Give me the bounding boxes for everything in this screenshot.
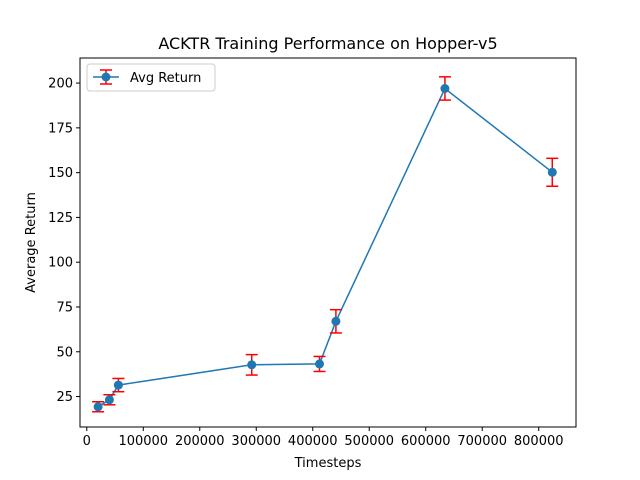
- legend-marker: [93, 69, 119, 85]
- legend-point: [101, 72, 111, 82]
- data-point: [93, 402, 103, 412]
- x-tick-label: 100000: [118, 434, 168, 449]
- x-tick-label: 0: [83, 434, 91, 449]
- series-line: [97, 87, 553, 408]
- data-point: [104, 395, 114, 405]
- y-tick-label: 25: [56, 390, 73, 405]
- chart-title: ACKTR Training Performance on Hopper-v5: [158, 34, 497, 53]
- y-axis-ticks: 25 50 75 100 125 150 175 200: [48, 77, 80, 405]
- x-tick-label: 400000: [288, 434, 338, 449]
- plot-area: [92, 76, 559, 413]
- plot-frame: [79, 57, 577, 428]
- data-point: [113, 380, 123, 390]
- x-axis-ticks: 0 100000 200000 300000 400000 500000 600000 700…: [83, 427, 564, 449]
- x-tick-label: 300000: [231, 434, 281, 449]
- x-tick-label: 800000: [514, 434, 564, 449]
- x-tick-label: 500000: [344, 434, 394, 449]
- x-tick-label: 200000: [175, 434, 225, 449]
- legend-box: [86, 63, 216, 92]
- data-point: [547, 167, 557, 177]
- y-tick-label: 125: [48, 211, 73, 226]
- x-tick-label: 700000: [457, 434, 507, 449]
- y-axis-label: Average Return: [24, 192, 39, 293]
- y-tick-label: 100: [48, 256, 73, 271]
- y-tick-label: 150: [48, 166, 73, 181]
- legend: Avg Return: [86, 63, 216, 92]
- x-axis-label: Timesteps: [294, 456, 362, 471]
- data-point: [315, 359, 324, 369]
- legend-label: Avg Return: [130, 71, 201, 86]
- y-tick-label: 175: [48, 121, 73, 136]
- x-tick-label: 600000: [401, 434, 451, 449]
- data-point: [440, 84, 450, 93]
- y-tick-label: 75: [56, 300, 73, 315]
- y-tick-label: 50: [56, 345, 73, 360]
- y-tick-label: 200: [48, 77, 73, 92]
- data-point: [331, 316, 341, 326]
- data-point: [247, 360, 257, 370]
